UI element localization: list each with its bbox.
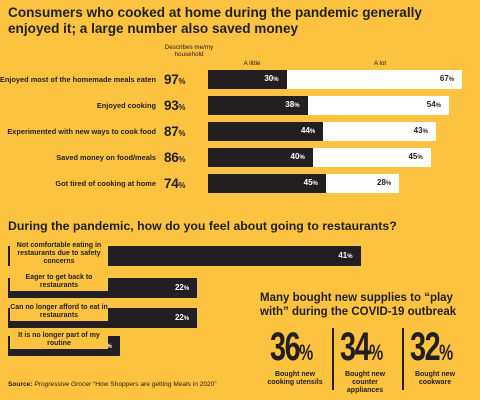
percent-sign: % xyxy=(178,181,186,190)
row-label: Enjoyed most of the homemade meals eaten xyxy=(0,75,156,84)
percent-sign: % xyxy=(309,129,316,135)
chart-2-title: During the pandemic, how do you feel abo… xyxy=(8,219,397,233)
percent-sign: % xyxy=(106,344,112,350)
percent-sign: % xyxy=(273,77,279,83)
bar-a-lot: 43% xyxy=(323,122,436,141)
bar-a-little: 30% xyxy=(208,70,287,89)
total-column-header: Describes me/my household xyxy=(164,44,214,59)
percent-sign: % xyxy=(178,155,186,164)
bar-value-label: 40% xyxy=(290,152,305,161)
row-label: Saved money on food/meals xyxy=(56,153,156,162)
bar-a-lot: 54% xyxy=(307,96,450,115)
percent-sign: % xyxy=(294,103,300,109)
bar-value-label: 67% xyxy=(439,74,455,83)
stat-divider xyxy=(402,328,404,390)
row-total: 87% xyxy=(164,124,186,139)
bar-a-little: 44% xyxy=(208,122,324,141)
stat-label: Bought new cookware xyxy=(414,371,456,386)
row-label: Experimented with new ways to cook food xyxy=(7,127,156,136)
chart-3-title: Many bought new supplies to “play with” … xyxy=(260,292,457,318)
bar-value-label: 45% xyxy=(303,178,318,187)
percent-sign: % xyxy=(417,155,423,161)
bar-a-lot: 45% xyxy=(312,148,431,167)
percent-sign: % xyxy=(439,340,454,365)
percent-sign: % xyxy=(435,103,442,109)
percent-sign: % xyxy=(178,77,186,86)
percent-sign: % xyxy=(448,77,455,83)
percent-sign: % xyxy=(183,286,190,292)
restaurant-row-label: Eager to get back to restaurants xyxy=(10,274,108,292)
stat-label: Bought new counter appliances xyxy=(344,371,386,394)
bar-value-label: 54% xyxy=(426,100,442,109)
percent-sign: % xyxy=(299,340,314,365)
bar-value-label: 22% xyxy=(174,313,190,322)
row-total: 74% xyxy=(164,176,186,191)
percent-sign: % xyxy=(183,316,190,322)
row-label: Got tired of cooking at home xyxy=(55,179,156,188)
bar-a-lot: 67% xyxy=(286,70,463,89)
source-note: Source: Progressive Grocer “How Shoppers… xyxy=(8,381,217,388)
bar-a-little: 40% xyxy=(208,148,313,167)
percent-sign: % xyxy=(422,129,428,135)
stat-value: 36% xyxy=(270,325,314,369)
percent-sign: % xyxy=(299,155,305,161)
source-prefix: Source: xyxy=(8,381,33,388)
bar-value-label: 28% xyxy=(377,178,392,187)
stat-divider xyxy=(332,328,334,390)
source-title: “How Shoppers are getting Meals in 2020” xyxy=(93,381,217,388)
row-total: 97% xyxy=(164,72,186,87)
bar-value-label: 30% xyxy=(264,74,279,83)
bar-a-little: 38% xyxy=(208,96,308,115)
percent-sign: % xyxy=(312,181,318,187)
row-total: 93% xyxy=(164,98,186,113)
percent-sign: % xyxy=(347,254,353,260)
stat-label: Bought new cooking utensils xyxy=(267,371,323,386)
legend-a-lot: A lot xyxy=(373,60,387,67)
percent-sign: % xyxy=(178,103,186,112)
bar-value-label: 43% xyxy=(413,126,428,135)
restaurant-row-label: Not comfortable eating in restaurants du… xyxy=(10,242,108,268)
bar-value-label: 38% xyxy=(285,100,300,109)
percent-sign: % xyxy=(369,340,384,365)
restaurant-row-label: Can no longer afford to eat in restauran… xyxy=(10,304,108,322)
bar-a-lot: 28% xyxy=(325,174,400,193)
restaurant-row-label: It is no longer part of my routine xyxy=(10,332,108,350)
percent-sign: % xyxy=(385,181,392,187)
legend-a-little: A little xyxy=(243,60,261,67)
stat-value: 34% xyxy=(340,325,384,369)
percent-sign: % xyxy=(178,129,186,138)
stat-value: 32% xyxy=(410,325,454,369)
row-label: Enjoyed cooking xyxy=(96,101,156,110)
bar-value-label: 44% xyxy=(301,126,316,135)
bar-value-label: 22% xyxy=(174,283,190,292)
source-publication: Progressive Grocer xyxy=(34,381,92,388)
row-total: 86% xyxy=(164,150,186,165)
bar-value-label: 45% xyxy=(408,152,423,161)
bar-value-label: 41% xyxy=(338,251,353,260)
chart-1-title: Consumers who cooked at home during the … xyxy=(8,5,422,36)
bar-a-little: 45% xyxy=(208,174,326,193)
